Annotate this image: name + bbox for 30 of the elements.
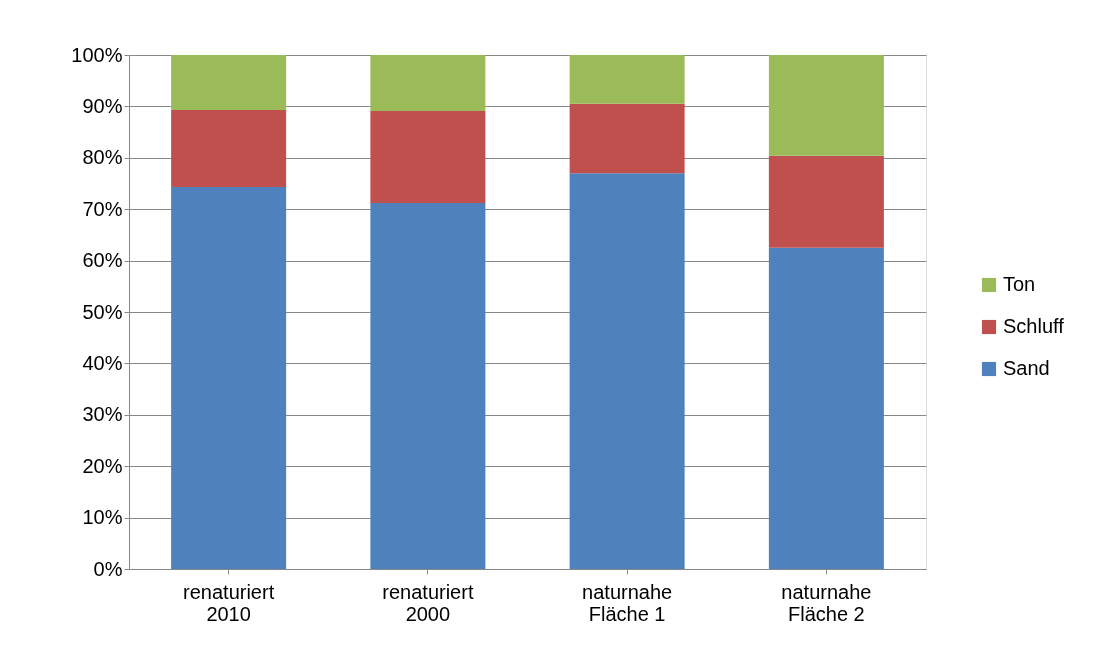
bar: [768, 155, 884, 248]
bar: [171, 187, 287, 569]
x-tick-label: renaturiert 2010: [183, 580, 275, 625]
y-tick-label: 80%: [82, 146, 123, 169]
y-tick-label: 90%: [82, 94, 123, 117]
y-tick-label: 70%: [82, 197, 123, 220]
bar: [171, 110, 287, 188]
legend-label: Ton: [1003, 273, 1036, 295]
bar: [569, 103, 685, 174]
bar: [370, 55, 486, 112]
bar: [768, 55, 884, 156]
y-tick-label: 40%: [82, 351, 123, 374]
bar: [569, 173, 685, 569]
bar: [370, 203, 486, 569]
x-tick-label: naturnahe Fläche 2: [781, 580, 872, 625]
y-tick-label: 20%: [82, 454, 123, 477]
legend-label: Schluff: [1003, 315, 1065, 337]
y-tick-label: 50%: [82, 300, 123, 323]
x-tick-label: naturnahe Fläche 1: [582, 580, 673, 625]
y-tick-label: 60%: [82, 249, 123, 272]
bar: [768, 247, 884, 569]
bar: [569, 55, 685, 104]
y-tick-label: 100%: [71, 43, 123, 66]
x-tick-label: renaturiert 2000: [382, 580, 474, 625]
y-tick-label: 0%: [93, 557, 123, 580]
y-tick-label: 30%: [82, 403, 123, 426]
legend-label: Sand: [1003, 357, 1050, 379]
bar: [171, 55, 287, 110]
bar: [370, 111, 486, 204]
y-tick-label: 10%: [82, 506, 123, 529]
